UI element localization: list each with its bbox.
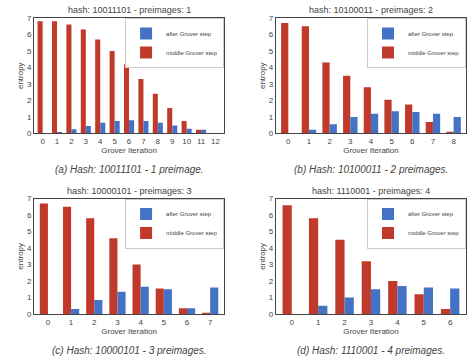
svg-text:0: 0 bbox=[269, 129, 274, 138]
svg-text:(a) Hash: 10011101 - 1 preimag: (a) Hash: 10011101 - 1 preimage. bbox=[55, 164, 204, 175]
svg-text:2: 2 bbox=[27, 277, 32, 286]
svg-text:2: 2 bbox=[342, 318, 347, 327]
svg-text:1: 1 bbox=[316, 318, 321, 327]
svg-text:2: 2 bbox=[69, 137, 74, 146]
svg-text:entropy: entropy bbox=[258, 62, 267, 89]
svg-text:3: 3 bbox=[27, 80, 32, 89]
svg-text:5: 5 bbox=[269, 47, 274, 56]
svg-text:5: 5 bbox=[112, 137, 117, 146]
svg-text:3: 3 bbox=[269, 260, 274, 269]
svg-text:0: 0 bbox=[286, 137, 291, 146]
svg-text:middle Grover step: middle Grover step bbox=[166, 50, 217, 56]
svg-text:6: 6 bbox=[27, 211, 32, 220]
svg-text:6: 6 bbox=[448, 318, 453, 327]
svg-text:hash: 10000101 - preimages: 3: hash: 10000101 - preimages: 3 bbox=[67, 186, 192, 196]
svg-text:5: 5 bbox=[389, 137, 394, 146]
svg-text:6: 6 bbox=[185, 318, 190, 327]
svg-text:0: 0 bbox=[27, 310, 32, 319]
svg-text:6: 6 bbox=[410, 137, 415, 146]
svg-text:6: 6 bbox=[269, 30, 274, 39]
svg-text:middle Grover step: middle Grover step bbox=[166, 230, 217, 236]
svg-text:7: 7 bbox=[269, 194, 274, 203]
svg-text:Grover Iteration: Grover Iteration bbox=[101, 146, 157, 155]
svg-text:1: 1 bbox=[307, 137, 312, 146]
svg-text:12: 12 bbox=[211, 137, 220, 146]
svg-text:7: 7 bbox=[27, 14, 32, 23]
svg-text:Grover Iteration: Grover Iteration bbox=[101, 327, 157, 336]
svg-text:4: 4 bbox=[369, 137, 374, 146]
svg-text:3: 3 bbox=[348, 137, 353, 146]
svg-text:after Grover step: after Grover step bbox=[408, 31, 454, 37]
svg-text:entropy: entropy bbox=[258, 243, 267, 270]
svg-text:11: 11 bbox=[197, 137, 206, 146]
svg-text:7: 7 bbox=[269, 14, 274, 23]
svg-text:1: 1 bbox=[269, 113, 274, 122]
svg-text:Grover Iteration: Grover Iteration bbox=[343, 327, 399, 336]
svg-text:4: 4 bbox=[269, 63, 274, 72]
svg-text:Grover Iteration: Grover Iteration bbox=[343, 146, 399, 155]
svg-text:8: 8 bbox=[451, 137, 456, 146]
svg-text:6: 6 bbox=[27, 30, 32, 39]
svg-text:7: 7 bbox=[27, 194, 32, 203]
svg-text:hash: 10011101 - preimages: 1: hash: 10011101 - preimages: 1 bbox=[68, 5, 191, 15]
svg-text:middle Grover step: middle Grover step bbox=[408, 50, 459, 56]
svg-text:1: 1 bbox=[55, 137, 60, 146]
svg-text:after Grover step: after Grover step bbox=[166, 211, 212, 217]
svg-text:after Grover step: after Grover step bbox=[166, 31, 212, 37]
svg-text:2: 2 bbox=[269, 277, 274, 286]
svg-text:1: 1 bbox=[269, 293, 274, 302]
svg-text:(d) Hash: 1110001 - 4 preimage: (d) Hash: 1110001 - 4 preimages. bbox=[297, 345, 445, 356]
svg-text:5: 5 bbox=[162, 318, 167, 327]
svg-text:2: 2 bbox=[269, 96, 274, 105]
svg-text:3: 3 bbox=[269, 80, 274, 89]
svg-text:1: 1 bbox=[69, 318, 74, 327]
svg-text:0: 0 bbox=[46, 318, 51, 327]
svg-text:7: 7 bbox=[208, 318, 213, 327]
svg-text:(b) Hash: 10100011 - 2 preimag: (b) Hash: 10100011 - 2 preimages. bbox=[294, 164, 448, 175]
svg-text:entropy: entropy bbox=[16, 62, 25, 89]
svg-text:3: 3 bbox=[27, 260, 32, 269]
svg-text:6: 6 bbox=[269, 211, 274, 220]
svg-text:10: 10 bbox=[182, 137, 191, 146]
svg-text:after Grover step: after Grover step bbox=[408, 211, 454, 217]
svg-text:hash: 10100011 - preimages: 2: hash: 10100011 - preimages: 2 bbox=[309, 5, 433, 15]
svg-text:5: 5 bbox=[422, 318, 427, 327]
svg-text:0: 0 bbox=[290, 318, 295, 327]
svg-text:middle Grover step: middle Grover step bbox=[408, 230, 459, 236]
svg-text:2: 2 bbox=[27, 96, 32, 105]
svg-text:3: 3 bbox=[115, 318, 120, 327]
svg-text:entropy: entropy bbox=[16, 243, 25, 270]
svg-text:1: 1 bbox=[27, 113, 32, 122]
svg-text:4: 4 bbox=[27, 63, 32, 72]
svg-text:hash: 1110001 - preimages: 4: hash: 1110001 - preimages: 4 bbox=[312, 186, 430, 196]
svg-text:4: 4 bbox=[138, 318, 143, 327]
svg-text:0: 0 bbox=[40, 137, 45, 146]
svg-text:1: 1 bbox=[27, 293, 32, 302]
svg-text:9: 9 bbox=[170, 137, 175, 146]
svg-text:4: 4 bbox=[27, 244, 32, 253]
svg-text:4: 4 bbox=[395, 318, 400, 327]
svg-text:5: 5 bbox=[27, 227, 32, 236]
svg-text:5: 5 bbox=[269, 227, 274, 236]
svg-text:4: 4 bbox=[98, 137, 103, 146]
svg-text:6: 6 bbox=[127, 137, 132, 146]
svg-text:2: 2 bbox=[327, 137, 332, 146]
svg-text:7: 7 bbox=[141, 137, 146, 146]
svg-text:8: 8 bbox=[156, 137, 161, 146]
svg-text:(c) Hash: 10000101 - 3 preimag: (c) Hash: 10000101 - 3 preimages. bbox=[52, 345, 207, 356]
svg-text:3: 3 bbox=[84, 137, 89, 146]
svg-text:0: 0 bbox=[27, 129, 32, 138]
svg-text:0: 0 bbox=[269, 310, 274, 319]
svg-text:5: 5 bbox=[27, 47, 32, 56]
svg-text:3: 3 bbox=[369, 318, 374, 327]
svg-text:2: 2 bbox=[92, 318, 97, 327]
svg-text:4: 4 bbox=[269, 244, 274, 253]
svg-text:7: 7 bbox=[431, 137, 436, 146]
